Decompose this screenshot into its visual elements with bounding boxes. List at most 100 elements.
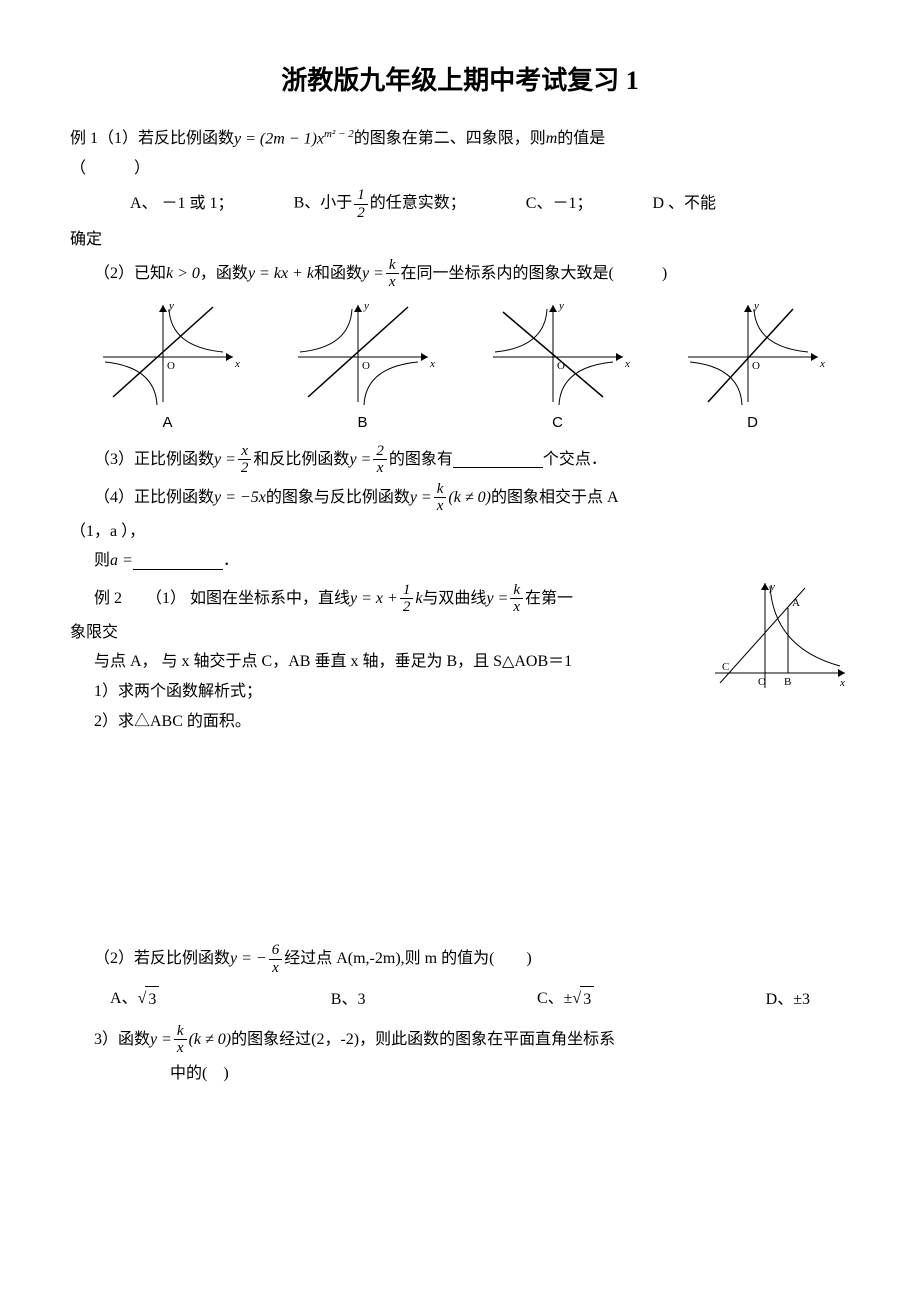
ex2-2-options: A、√3 B、3 C、±√3 D、±3 — [70, 986, 850, 1013]
svg-text:y: y — [558, 300, 564, 312]
q3-pre: （3）正比例函数 — [94, 447, 214, 473]
ex22-optB: B、3 — [331, 987, 366, 1013]
q2-post: 在同一坐标系内的图象大致是( ) — [401, 261, 668, 287]
graph-A: x y O A — [93, 297, 243, 435]
q4-line1: （4）正比例函数 y = −5x 的图象与反比例函数 y = kx (k ≠ 0… — [70, 481, 850, 515]
ex23-fpre: y = — [150, 1027, 172, 1053]
ex2-f1-num: 1 — [400, 582, 414, 600]
graph-C: x y O C — [483, 297, 633, 435]
q2-mid: ，函数 — [200, 261, 248, 287]
q2-line: （2）已知 k > 0 ，函数 y = kx + k 和函数 y = kx 在同… — [70, 257, 850, 291]
ex2-line5: 2）求△ABC 的面积。 — [70, 709, 700, 735]
q3-f1-pre: y = — [214, 447, 236, 473]
graph-B-svg: x y O — [288, 297, 438, 407]
ex1-q1: 例 1（1）若反比例函数 y = (2m − 1)xm² − 2 的图象在第二、… — [70, 126, 850, 152]
ex2-f1-post: k — [415, 586, 422, 612]
ex23-mid: 的图象经过(2，-2)，则此函数的图象在平面直角坐标系 — [231, 1027, 615, 1053]
ex22-pre: （2）若反比例函数 — [94, 946, 230, 972]
ex2-3-line2: 中的( ) — [70, 1061, 850, 1087]
graph-row: x y O A x y O B x — [70, 297, 850, 435]
svg-text:O: O — [167, 360, 175, 372]
ex2-f2-num: k — [510, 582, 523, 600]
ex23-cond: (k ≠ 0) — [189, 1027, 232, 1053]
ex1-paren: （ ） — [70, 156, 850, 182]
q4-blank — [133, 553, 223, 570]
ex2-f2-den: x — [510, 599, 523, 616]
svg-text:x: x — [234, 358, 240, 370]
q2-mid2: 和函数 — [314, 261, 362, 287]
q4-f2-pre: y = — [410, 485, 432, 511]
ex2-f2-pre: y = — [486, 586, 508, 612]
ex2-line4: 1）求两个函数解析式； — [70, 679, 700, 705]
q4-l3-post: ． — [223, 548, 239, 574]
graph-C-label: C — [483, 411, 633, 435]
q2-cond: k > 0 — [166, 261, 200, 287]
optB-post: 的任意实数； — [370, 195, 466, 212]
page-title: 浙教版九年级上期中考试复习 1 — [70, 60, 850, 102]
q3-post: 的图象有 — [389, 447, 453, 473]
graph-C-svg: x y O — [483, 297, 633, 407]
ex22-fden: x — [269, 960, 282, 977]
ex1-tail: 的图象在第二、四象限，则 — [354, 126, 546, 152]
ex2-f1-pre: y = x + — [350, 586, 398, 612]
q4-l3-pre: 则 — [94, 548, 110, 574]
q2-f2-den: x — [386, 274, 399, 291]
svg-text:x: x — [624, 358, 630, 370]
ex22-optC-val: 3 — [580, 986, 594, 1013]
q2-pre: （2）已知 — [94, 261, 166, 287]
ex2-line1: 例 2 （1） 如图在坐标系中，直线 y = x + 12 k 与双曲线 y =… — [70, 582, 700, 616]
q4-post: 的图象相交于点 A — [491, 485, 619, 511]
q4-line3: 则 a = ． — [70, 548, 850, 574]
q3-blank — [453, 451, 543, 468]
ex1-label: 例 1（1）若反比例函数 — [70, 126, 234, 152]
q3-f1-den: 2 — [238, 460, 252, 477]
graph-A-label: A — [93, 411, 243, 435]
optB-pre: B、小于 — [294, 195, 353, 212]
svg-text:x: x — [429, 358, 435, 370]
ex2-f1-den: 2 — [400, 599, 414, 616]
ex22-optC: C、±√3 — [537, 986, 594, 1013]
spacer — [70, 738, 850, 938]
ex2-mid: 与双曲线 — [422, 586, 486, 612]
svg-text:O: O — [752, 360, 760, 372]
ex2-3-line1: 3）函数 y = kx (k ≠ 0) 的图象经过(2，-2)，则此函数的图象在… — [70, 1023, 850, 1057]
q3-post2: 个交点． — [543, 447, 607, 473]
svg-text:O: O — [758, 676, 766, 688]
q2-f2-num: k — [386, 257, 399, 275]
ex1-func-exp: m² − 2 — [324, 128, 354, 140]
ex2-line2: 象限交 — [70, 620, 700, 646]
ex22-optA-val: 3 — [145, 986, 159, 1013]
graph-D-label: D — [678, 411, 828, 435]
ex1-options: A、 －1 或 1； B、小于12的任意实数； C、－1； D 、不能 — [70, 187, 850, 221]
q3-line: （3）正比例函数 y = x2 和反比例函数 y = 2x 的图象有 个交点． — [70, 443, 850, 477]
q4-f2-den: x — [434, 498, 447, 515]
svg-text:O: O — [362, 360, 370, 372]
q4-line2: （1，a ）， — [70, 519, 850, 545]
ex23-fnum: k — [174, 1023, 187, 1041]
ex2-figure: x y O A B C — [710, 578, 850, 698]
graph-A-svg: x y O — [93, 297, 243, 407]
q3-f2-num: 2 — [373, 443, 387, 461]
q4-f1: y = −5x — [214, 485, 266, 511]
q2-f2-pre: y = — [362, 261, 384, 287]
q4-mid: 的图象与反比例函数 — [266, 485, 410, 511]
ex23-pre: 3）函数 — [94, 1027, 150, 1053]
q2-f1: y = kx + k — [248, 261, 314, 287]
ex2-l3-text: 与点 A， 与 x 轴交于点 C，AB 垂直 x 轴，垂足为 B，且 S△AOB… — [94, 649, 572, 675]
graph-D: x y O D — [678, 297, 828, 435]
ex1-func-pre: y = (2m − 1)x — [234, 130, 324, 147]
q3-f2-den: x — [374, 460, 387, 477]
ex1-optB: B、小于12的任意实数； — [294, 187, 466, 221]
q4-cond: (k ≠ 0) — [448, 485, 491, 511]
ex1-optC: C、－1； — [526, 191, 593, 217]
svg-text:x: x — [839, 677, 845, 689]
q3-f1-num: x — [238, 443, 251, 461]
q4-f2-num: k — [434, 481, 447, 499]
ex1-func: y = (2m − 1)xm² − 2 — [234, 126, 354, 152]
ex23-fden: x — [174, 1040, 187, 1057]
ex2-post: 在第一 — [525, 586, 573, 612]
ex2-2-line: （2）若反比例函数 y = − 6x 经过点 A(m,-2m),则 m 的值为(… — [70, 942, 850, 976]
ex1-optD: D 、不能 — [652, 191, 716, 217]
graph-B: x y O B — [288, 297, 438, 435]
optB-num: 1 — [354, 187, 368, 205]
